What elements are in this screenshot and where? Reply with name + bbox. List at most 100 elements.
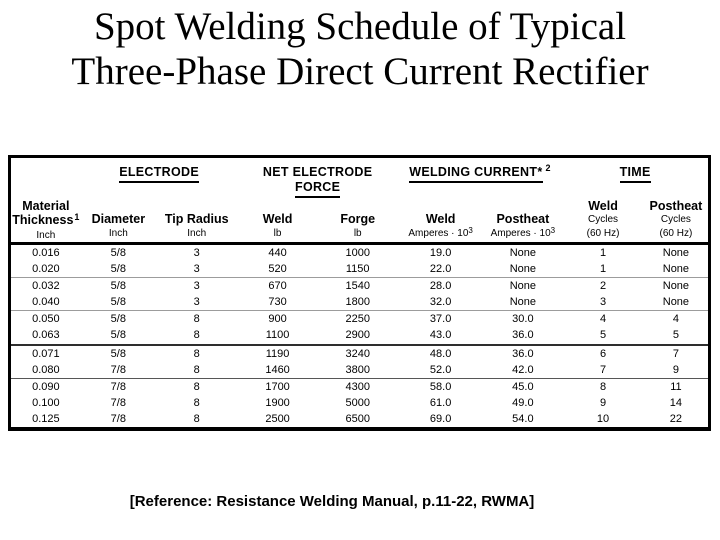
exponent-3-superscript: 3 — [468, 225, 473, 235]
table-cell: 32.0 — [397, 294, 484, 312]
table-cell: None — [662, 280, 690, 293]
table-cell: 52.0 — [397, 361, 484, 379]
table-row: 0.063 5/8 8 1100 2900 43.0 36.0 5 5 — [11, 327, 708, 346]
column-header-tip-radius: Tip Radius Inch — [155, 198, 238, 245]
table-cell: 2250 — [345, 313, 370, 326]
table-cell: 520 — [237, 260, 318, 279]
table-cell: 54.0 — [512, 412, 534, 425]
table-cell: 0.100 — [32, 396, 60, 409]
table-cell: 5000 — [345, 396, 370, 409]
table-cell: 3240 — [345, 347, 370, 360]
table-cell: None — [643, 260, 708, 279]
table-cell: 2900 — [317, 327, 398, 346]
table-cell: 7 — [562, 361, 644, 379]
table-cell: 0.125 — [32, 412, 60, 425]
table-row: 0.090 7/8 8 1700 4300 58.0 45.0 8 11 — [11, 378, 708, 395]
table-cell: 49.0 — [512, 396, 534, 409]
table-cell: None — [509, 246, 537, 259]
table-cell: 3 — [193, 246, 200, 259]
table-cell: 3 — [155, 294, 238, 312]
table-cell: 0.040 — [11, 294, 81, 312]
table-cell: 5/8 — [80, 260, 156, 279]
table-cell: 1 — [562, 260, 644, 279]
table-cell: 8 — [193, 313, 200, 326]
table-cell: 1190 — [265, 347, 290, 360]
table-cell: 1540 — [345, 280, 370, 293]
table-cell: 5/8 — [110, 347, 126, 360]
table-cell: 8 — [193, 347, 200, 360]
table-cell: 2 — [599, 280, 607, 293]
table-cell: 900 — [268, 313, 287, 326]
table-cell: 730 — [237, 294, 318, 312]
table-cell: 22.0 — [397, 260, 484, 279]
table-cell: 9 — [599, 396, 607, 409]
table-cell: None — [662, 246, 690, 259]
table-cell: 3 — [193, 280, 200, 293]
table-cell: 6500 — [345, 412, 370, 425]
table-cell: None — [643, 294, 708, 312]
column-header-postheat-current: Postheat Amperes · 103 — [483, 198, 563, 245]
table-cell: 5/8 — [80, 327, 156, 346]
footnote-1-superscript: 1 — [74, 211, 80, 222]
table-cell: 6 — [599, 347, 607, 360]
table-cell: None — [483, 260, 563, 279]
table-cell: 1100 — [237, 327, 318, 346]
table-cell: 58.0 — [429, 380, 452, 393]
table-cell: 37.0 — [429, 313, 452, 326]
table-cell: 4300 — [345, 380, 370, 393]
table-cell: 0.080 — [11, 361, 81, 379]
table-cell: 1700 — [265, 380, 290, 393]
table-cell: 670 — [268, 280, 287, 293]
table-cell: 22 — [669, 412, 683, 425]
table-cell: 3 — [155, 260, 238, 279]
table-cell: 8 — [599, 380, 607, 393]
group-header-row: Material Thickness1 Inch ELECTRODE NET E… — [11, 158, 708, 245]
thickness-label: Thickness1 — [12, 211, 80, 227]
table-body: 0.016 5/8 3 440 1000 19.0 None 1 None 0.020 5/8 3 52… — [11, 243, 708, 427]
table-cell: 0.020 — [11, 260, 81, 279]
table-cell: 1800 — [317, 294, 398, 312]
column-header-row: Diameter Inch Tip Radius Inch Weld lb Fo… — [11, 198, 708, 245]
table-cell: 1460 — [237, 361, 318, 379]
table-row: 0.100 7/8 8 1900 5000 61.0 49.0 9 14 — [11, 395, 708, 411]
table-cell: None — [509, 280, 537, 293]
table-cell: 7 — [672, 347, 679, 360]
table-cell: 8 — [155, 327, 238, 346]
table-cell: 43.0 — [397, 327, 484, 346]
table-cell: 8 — [155, 361, 238, 379]
table-cell: 1900 — [265, 396, 290, 409]
reference-citation: [Reference: Resistance Welding Manual, p… — [129, 493, 535, 510]
welding-schedule-table-frame: Material Thickness1 Inch ELECTRODE NET E… — [8, 155, 711, 431]
table-row: 0.032 5/8 3 670 1540 28.0 None 2 None — [11, 278, 708, 295]
table-cell: 7/8 — [110, 412, 126, 425]
table-cell: 1150 — [317, 260, 398, 279]
table-cell: None — [483, 294, 563, 312]
table-row: 0.020 5/8 3 520 1150 22.0 None 1 None — [11, 260, 708, 279]
table-cell: 9 — [643, 361, 708, 379]
column-header-material-thickness: Material Thickness1 Inch — [11, 158, 81, 245]
slide-title-line2: Three-Phase Direct Current Rectifier — [71, 50, 649, 93]
table-cell: 0.016 — [32, 246, 60, 259]
footnote-2-superscript: 2 — [545, 163, 551, 173]
table-cell: 69.0 — [429, 412, 452, 425]
table-cell: 3 — [562, 294, 644, 312]
table-cell: 19.0 — [429, 246, 452, 259]
table-cell: 1 — [599, 246, 607, 259]
table-cell: 5/8 — [110, 246, 126, 259]
table-row: 0.050 5/8 8 900 2250 37.0 30.0 4 4 — [11, 311, 708, 328]
material-label: Material — [22, 198, 70, 213]
table-cell: 14 — [669, 396, 683, 409]
table-cell: 7/8 — [80, 361, 156, 379]
table-row: 0.040 5/8 3 730 1800 32.0 None 3 None — [11, 294, 708, 312]
group-header-electrode: ELECTRODE — [81, 158, 238, 198]
table-cell: 4 — [599, 313, 607, 326]
table-cell: 7/8 — [110, 396, 126, 409]
table-cell: 5 — [643, 327, 708, 346]
table-row: 0.080 7/8 8 1460 3800 52.0 42.0 7 9 — [11, 361, 708, 379]
table-cell: 1000 — [345, 246, 370, 259]
table-cell: 10 — [596, 412, 610, 425]
table-cell: 4 — [672, 313, 679, 326]
column-header-weld-current: Weld Amperes · 103 — [397, 198, 484, 245]
column-header-weld-force: Weld lb — [237, 198, 318, 245]
table-row: 0.125 7/8 8 2500 6500 69.0 54.0 10 22 — [11, 411, 708, 427]
